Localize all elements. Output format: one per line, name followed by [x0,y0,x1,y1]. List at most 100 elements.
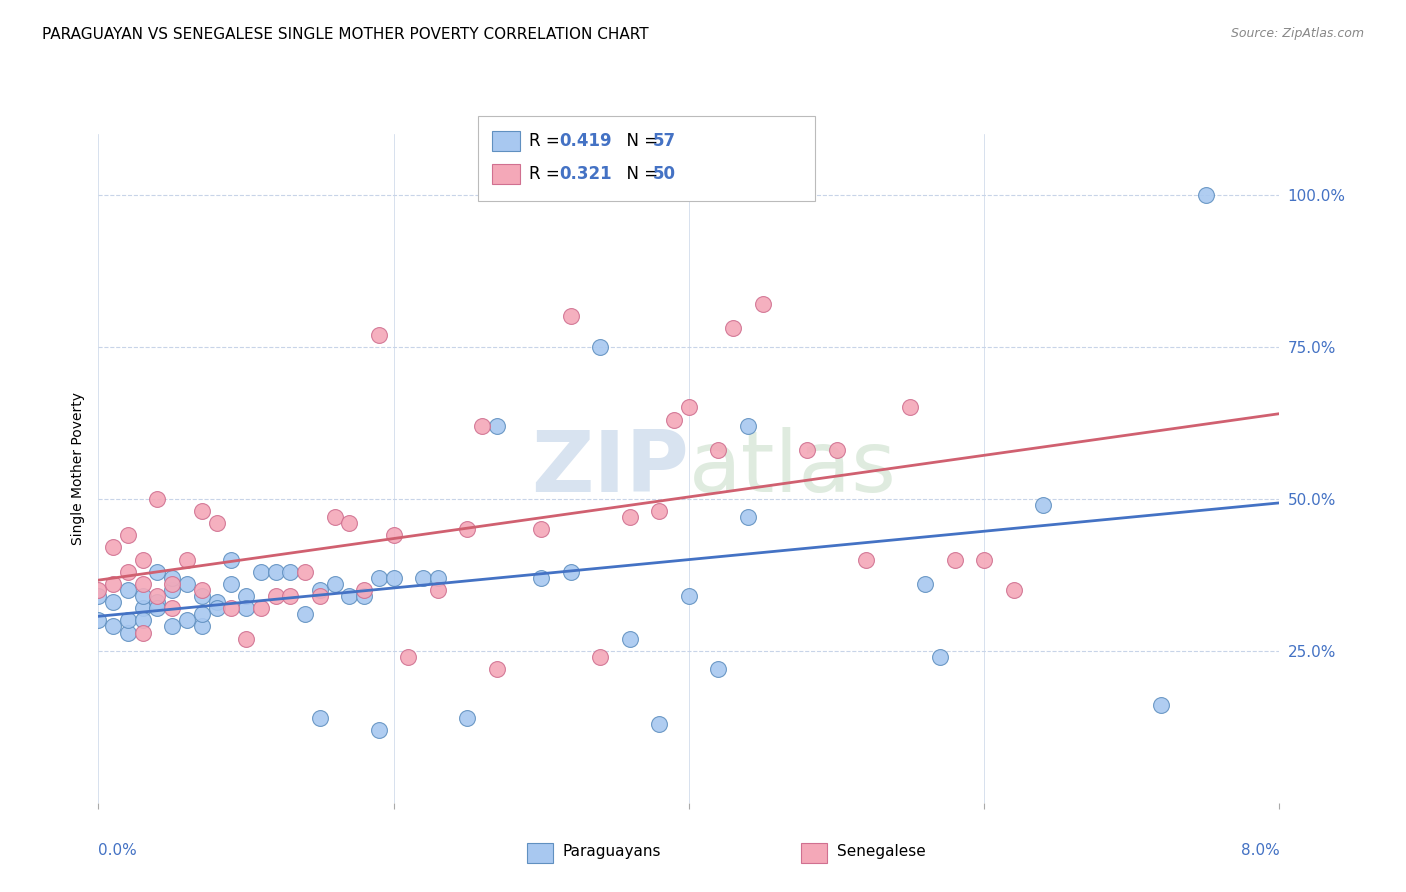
Point [914,577,936,591]
Point [132,552,155,566]
Point [87,589,110,603]
Point [367,327,389,342]
Point [117,565,139,579]
Text: 0.419: 0.419 [560,132,612,150]
Point [146,565,169,579]
Point [235,601,257,615]
Text: 8.0%: 8.0% [1240,843,1279,858]
Point [117,528,139,542]
Point [648,716,671,731]
Text: R =: R = [529,132,565,150]
Text: Senegalese: Senegalese [837,845,925,859]
Point [103,577,125,591]
Point [382,528,405,542]
Point [751,297,773,311]
Point [426,582,449,597]
Point [619,510,641,524]
Point [146,589,169,603]
Point [205,516,228,530]
Point [560,310,582,324]
Point [132,625,155,640]
Point [678,401,700,415]
Text: ZIP: ZIP [531,426,689,510]
Point [162,601,183,615]
Point [191,582,214,597]
Point [337,516,360,530]
Point [132,577,155,591]
Point [308,582,332,597]
Point [825,443,848,458]
Point [456,711,478,725]
Point [855,552,877,566]
Point [928,649,950,664]
Point [530,522,553,536]
Point [132,601,155,615]
Point [530,571,553,585]
Point [973,552,995,566]
Point [235,632,257,646]
Point [219,601,242,615]
Point [337,589,360,603]
Point [162,577,183,591]
Point [278,565,302,579]
Point [117,582,139,597]
Point [1032,498,1054,512]
Text: N =: N = [616,132,664,150]
Point [619,632,641,646]
Y-axis label: Single Mother Poverty: Single Mother Poverty [72,392,86,545]
Point [353,589,375,603]
Point [146,601,169,615]
Point [485,418,508,433]
Point [396,649,419,664]
Point [191,589,214,603]
Point [205,601,228,615]
Point [1002,582,1025,597]
Point [900,401,922,415]
Point [648,504,671,518]
Point [308,589,332,603]
Point [162,582,183,597]
Point [146,491,169,506]
Text: Source: ZipAtlas.com: Source: ZipAtlas.com [1230,27,1364,40]
Point [1194,187,1216,202]
Point [117,625,139,640]
Point [294,565,316,579]
Point [117,613,139,627]
Point [191,607,214,622]
Point [132,613,155,627]
Point [1150,698,1173,713]
Text: 57: 57 [652,132,675,150]
Point [323,510,346,524]
Point [176,613,198,627]
Point [132,589,155,603]
Point [589,340,612,354]
Point [87,582,110,597]
Point [205,595,228,609]
Point [412,571,434,585]
Point [103,541,125,555]
Point [103,595,125,609]
Point [707,443,730,458]
Point [721,321,744,335]
Text: PARAGUAYAN VS SENEGALESE SINGLE MOTHER POVERTY CORRELATION CHART: PARAGUAYAN VS SENEGALESE SINGLE MOTHER P… [42,27,648,42]
Point [589,649,612,664]
Point [943,552,966,566]
Point [353,582,375,597]
Point [162,571,183,585]
Text: Paraguayans: Paraguayans [562,845,661,859]
Point [426,571,449,585]
Point [707,662,730,676]
Point [471,418,494,433]
Text: 50: 50 [652,165,675,183]
Text: R =: R = [529,165,565,183]
Point [103,619,125,633]
Point [219,552,242,566]
Point [367,571,389,585]
Point [264,589,287,603]
Text: 0.0%: 0.0% [98,843,138,858]
Point [308,711,332,725]
Point [235,589,257,603]
Point [664,412,686,426]
Text: N =: N = [616,165,664,183]
Point [176,577,198,591]
